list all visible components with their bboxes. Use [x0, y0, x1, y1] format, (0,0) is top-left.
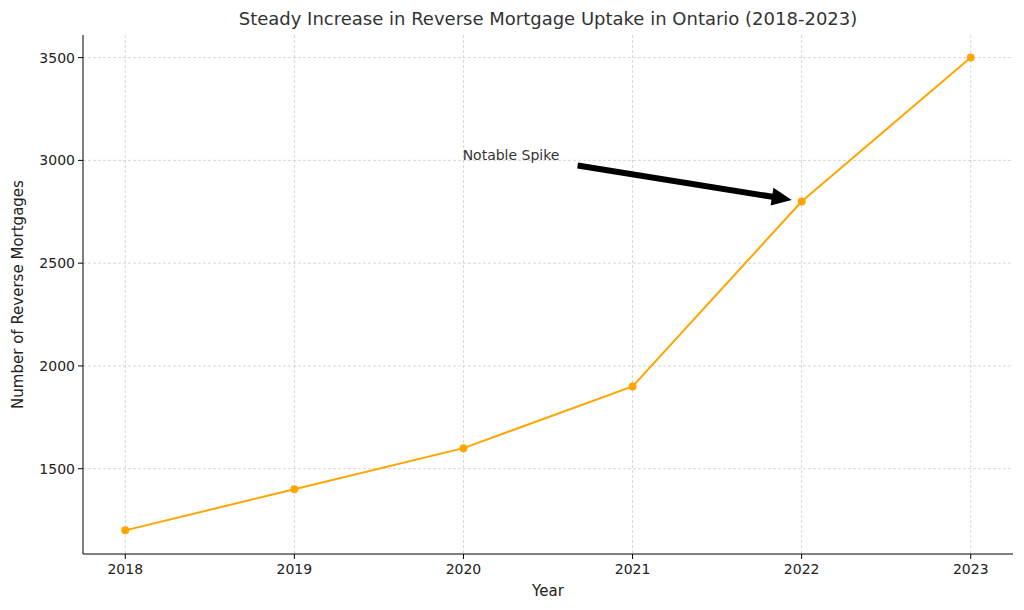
x-tick-label: 2023 [953, 561, 989, 577]
x-axis-label: Year [531, 582, 565, 600]
x-tick [632, 554, 633, 559]
y-tick [78, 468, 83, 469]
x-tick [463, 554, 464, 559]
y-tick-label: 3000 [39, 152, 75, 168]
x-grid-line [632, 35, 633, 554]
series-point [629, 382, 637, 390]
x-tick [970, 554, 971, 559]
x-grid-line [463, 35, 464, 554]
y-grid-line [83, 57, 1013, 58]
x-grid-line [294, 35, 295, 554]
y-tick-label: 3500 [39, 50, 75, 66]
y-grid-line [83, 365, 1013, 366]
x-grid-line [125, 35, 126, 554]
plot-area [121, 54, 974, 535]
series-line [125, 58, 970, 531]
series-point [459, 444, 467, 452]
y-tick [78, 365, 83, 366]
annotation-text: Notable Spike [463, 147, 560, 163]
x-grid-line [801, 35, 802, 554]
series-point [290, 485, 298, 493]
y-tick-label: 2500 [39, 255, 75, 271]
chart: 2018 2019 2020 2021 2022 2023 1500 2000 2500 3000… [0, 0, 1024, 610]
y-tick [78, 57, 83, 58]
annotations: Notable Spike [463, 147, 792, 205]
y-axis-label: Number of Reverse Mortgages [9, 180, 27, 409]
series-point [798, 197, 806, 205]
x-tick-label: 2020 [446, 561, 482, 577]
series-point [967, 54, 975, 62]
title: Steady Increase in Reverse Mortgage Upta… [239, 8, 858, 29]
grid [83, 35, 1013, 554]
series-point [121, 526, 129, 534]
y-axis-line [83, 35, 84, 554]
x-axis-line [83, 554, 1013, 555]
x-tick-label: 2019 [277, 561, 313, 577]
axes: 2018 2019 2020 2021 2022 2023 1500 2000 2500 3000… [39, 35, 1013, 577]
annotation-arrow-shaft [578, 165, 774, 197]
x-tick [125, 554, 126, 559]
annotation-arrow-head [771, 188, 792, 206]
x-grid-line [970, 35, 971, 554]
x-tick [801, 554, 802, 559]
y-grid-line [83, 468, 1013, 469]
chart-root: 2018 2019 2020 2021 2022 2023 1500 2000 2500 3000… [0, 0, 1024, 610]
y-grid-line [83, 263, 1013, 264]
y-tick-label: 1500 [39, 461, 75, 477]
x-tick-label: 2021 [615, 561, 651, 577]
y-tick [78, 160, 83, 161]
y-tick-label: 2000 [39, 358, 75, 374]
x-tick-label: 2018 [107, 561, 143, 577]
x-tick-label: 2022 [784, 561, 820, 577]
annotation-arrow [578, 165, 792, 205]
x-tick [294, 554, 295, 559]
y-tick [78, 263, 83, 264]
